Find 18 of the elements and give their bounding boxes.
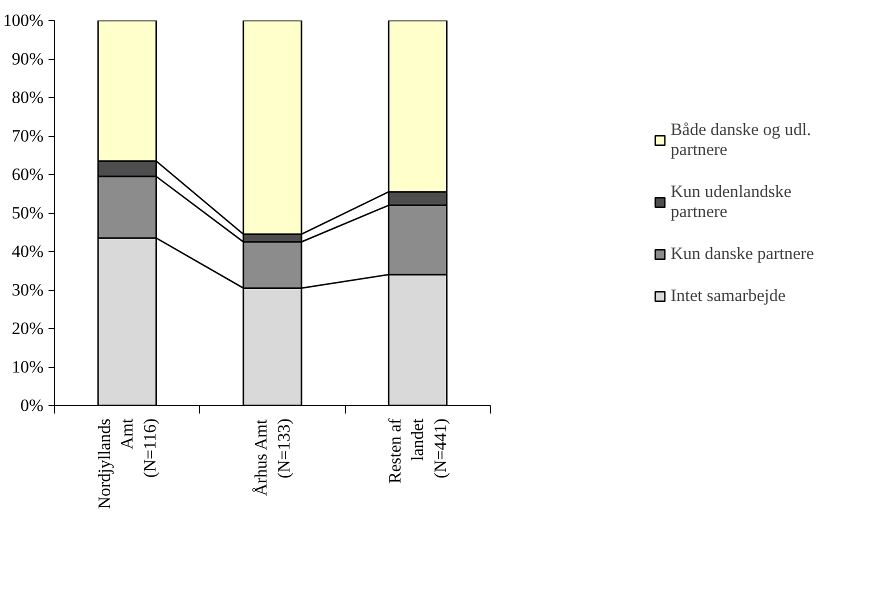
x-tick-label: Resten af landet (N=441) — [385, 418, 450, 484]
legend-label: Kun danske partnere — [670, 244, 814, 264]
x-tick-label: Århus Amt (N=133) — [252, 418, 294, 496]
y-tick-label: 60% — [12, 165, 44, 184]
y-tick-label: 10% — [12, 358, 44, 376]
y-tick-label: 90% — [12, 50, 44, 68]
y-tick-label: 30% — [12, 280, 44, 300]
y-tick-label: 80% — [12, 88, 44, 107]
y-tick-label: 70% — [12, 126, 44, 146]
y-tick-label: 100% — [3, 11, 44, 30]
y-tick-label: 40% — [12, 242, 44, 261]
y-tick-label: 0% — [20, 396, 44, 415]
x-tick-label: Nordjyllands Amt (N=116) — [94, 418, 160, 509]
legend-label: Kun udenlandske partnere — [670, 182, 792, 222]
y-tick-label: 50% — [12, 204, 44, 222]
legend-label: Intet samarbejde — [670, 286, 786, 306]
legend-label: Både danske og udl. partnere — [670, 120, 812, 160]
y-tick-label: 20% — [12, 319, 44, 338]
